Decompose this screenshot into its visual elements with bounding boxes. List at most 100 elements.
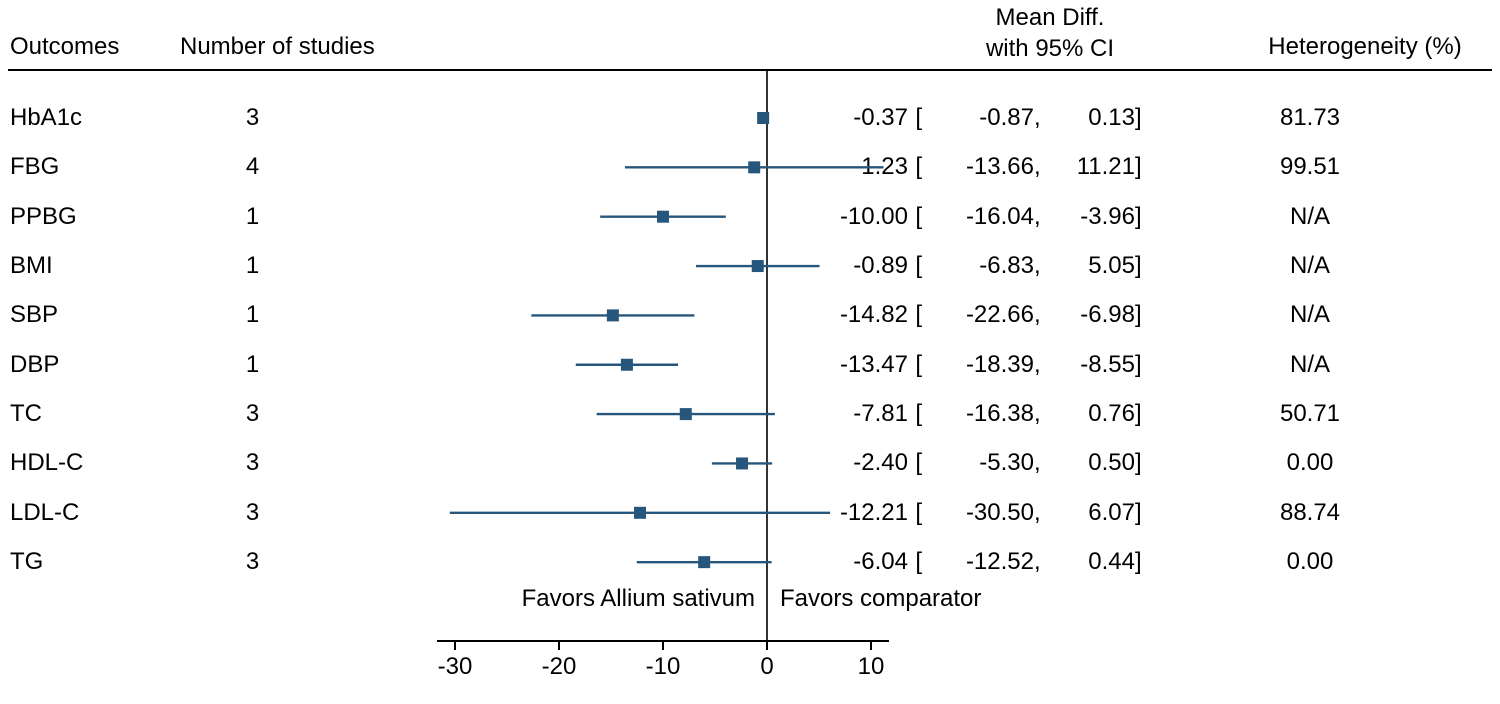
open-bracket: [ [915, 548, 922, 576]
outcome-label: FBG [10, 153, 60, 181]
comma: , [1034, 252, 1041, 280]
estimate-value: -13.47 [839, 350, 908, 378]
ci-text: -0.37 [ -0.87, 0.13] [820, 102, 1142, 134]
comma: , [1034, 153, 1041, 181]
ci-low-value: -12.52 [965, 548, 1034, 576]
comma: , [1034, 202, 1041, 230]
effect-marker [736, 457, 749, 470]
effect-marker [606, 309, 619, 322]
heterogeneity-value: 50.71 [1279, 400, 1341, 428]
x-tick-label: 10 [858, 653, 885, 680]
x-tick-label: -10 [646, 653, 681, 680]
ci-high-value: -8.55 [1080, 350, 1135, 378]
ci-high-value: 5.05 [1088, 252, 1135, 280]
ci-high-value: 11.21 [1076, 153, 1135, 181]
outcome-label: TC [10, 400, 42, 428]
x-tick-label: 0 [760, 653, 773, 680]
estimate-value: -10.00 [839, 202, 908, 230]
estimate-value: -7.81 [853, 400, 908, 428]
heterogeneity-value: N/A [1289, 252, 1330, 280]
column-header-effect-line1: Mean Diff. [995, 4, 1105, 31]
ci-low-value: -16.38 [965, 400, 1034, 428]
open-bracket: [ [915, 252, 922, 280]
comma: , [1034, 400, 1041, 428]
favors-right-label: Favors comparator [780, 585, 982, 612]
outcome-label: SBP [10, 301, 59, 329]
x-tick-label: -20 [542, 653, 577, 680]
estimate-value: -1.23 [853, 153, 908, 181]
n-studies-value: 3 [245, 449, 260, 477]
open-bracket: [ [915, 400, 922, 428]
estimate-value: -0.89 [853, 252, 908, 280]
effect-marker [757, 112, 770, 124]
column-header-effect-line2: with 95% CI [985, 35, 1115, 62]
column-header-heterogeneity: Heterogeneity (%) [1268, 33, 1462, 60]
n-studies-value: 1 [245, 202, 260, 230]
close-bracket: ] [1135, 400, 1142, 428]
close-bracket: ] [1135, 498, 1142, 526]
ci-low-value: -13.66 [965, 153, 1034, 181]
n-studies-value: 1 [245, 301, 260, 329]
comma: , [1034, 104, 1041, 131]
heterogeneity-value: N/A [1289, 301, 1330, 329]
estimate-value: -2.40 [853, 449, 908, 477]
ci-text: -6.04[-12.52, 0.44] [820, 546, 1142, 578]
column-header-effect: Mean Diff. with 95% CI [915, 2, 1185, 64]
open-bracket: [ [915, 104, 922, 131]
ci-low-value: -0.87 [979, 104, 1034, 131]
heterogeneity-value: N/A [1289, 350, 1330, 378]
close-bracket: ] [1135, 350, 1142, 378]
heterogeneity-value: 99.51 [1279, 153, 1341, 181]
n-studies-value: 1 [245, 252, 260, 280]
ci-text: -0.89[-6.83, 5.05] [820, 250, 1141, 282]
x-tick-label: -30 [438, 653, 473, 680]
ci-text: -13.47[ -18.39, -8.55] [820, 349, 1142, 381]
effect-marker [679, 408, 692, 421]
heterogeneity-value: 88.74 [1279, 498, 1341, 526]
close-bracket: ] [1135, 449, 1142, 477]
estimate-value: -0.37 [853, 104, 908, 131]
column-header-number-of-studies: Number of studies [180, 33, 375, 60]
ci-low-value: -30.50 [965, 498, 1034, 526]
comma: , [1034, 350, 1041, 378]
effect-marker [657, 210, 669, 223]
header-divider [8, 69, 1492, 71]
heterogeneity-value: 0.00 [1286, 548, 1334, 576]
estimate-value: -6.04 [853, 548, 908, 576]
open-bracket: [ [915, 350, 922, 378]
comma: , [1034, 301, 1041, 329]
n-studies-value: 1 [245, 350, 260, 378]
ci-high-value: 0.13 [1088, 104, 1135, 131]
ci-text: -2.40[-5.30, 0.50] [820, 447, 1142, 479]
close-bracket: ] [1135, 153, 1142, 181]
n-studies-value: 4 [245, 153, 260, 181]
comma: , [1034, 548, 1041, 576]
outcome-label: LDL-C [10, 498, 80, 526]
close-bracket: ] [1135, 202, 1142, 230]
ci-high-value: 0.76 [1088, 400, 1135, 428]
effect-marker [634, 506, 647, 519]
ci-high-value: 6.07 [1088, 498, 1135, 526]
effect-marker [748, 161, 761, 174]
ci-low-value: -22.66 [965, 301, 1034, 329]
open-bracket: [ [915, 301, 922, 329]
close-bracket: ] [1135, 104, 1142, 131]
ci-text: -7.81[ -16.38, 0.76] [820, 398, 1142, 430]
comma: , [1034, 449, 1041, 477]
ci-low-value: -6.83 [979, 252, 1034, 280]
close-bracket: ] [1135, 548, 1142, 576]
column-header-outcomes: Outcomes [10, 33, 120, 60]
ci-high-value: -6.98 [1080, 301, 1135, 329]
ci-low-value: -18.39 [965, 350, 1034, 378]
open-bracket: [ [915, 449, 922, 477]
open-bracket: [ [915, 498, 922, 526]
close-bracket: ] [1135, 301, 1142, 329]
effect-marker [698, 556, 711, 569]
estimate-value: -12.21 [839, 498, 908, 526]
heterogeneity-value: 81.73 [1279, 104, 1341, 131]
ci-high-value: 0.50 [1088, 449, 1135, 477]
outcome-label: PPBG [10, 202, 77, 230]
open-bracket: [ [915, 202, 922, 230]
open-bracket: [ [915, 153, 922, 181]
